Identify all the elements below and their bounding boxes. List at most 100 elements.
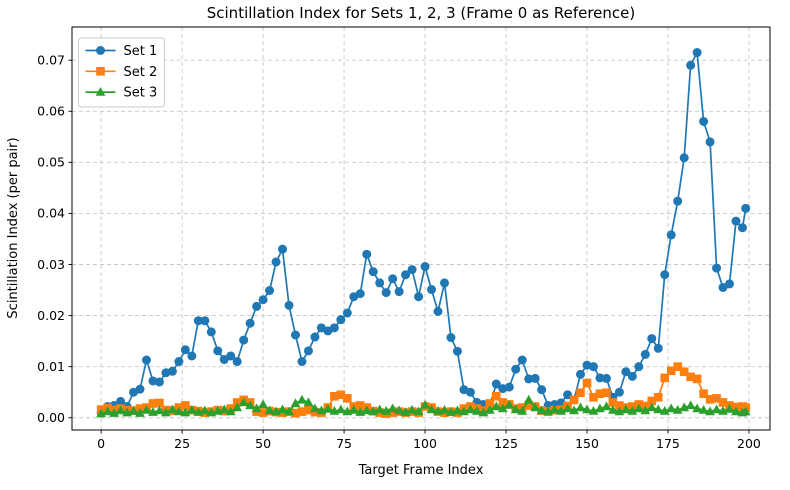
- data-point: [141, 355, 151, 365]
- data-point: [439, 404, 450, 414]
- data-point: [569, 405, 579, 415]
- data-point: [627, 406, 638, 415]
- data-point: [452, 346, 462, 356]
- data-point: [291, 408, 300, 418]
- data-point: [524, 374, 534, 384]
- data-point: [381, 406, 392, 415]
- data-point: [245, 318, 255, 328]
- data-point: [524, 401, 533, 410]
- data-point: [232, 357, 242, 367]
- data-point: [653, 343, 663, 353]
- data-point: [329, 323, 339, 333]
- x-axis-label: Target Frame Index: [358, 463, 484, 478]
- data-point: [304, 405, 313, 415]
- data-point: [336, 315, 346, 325]
- chart-title: Scintillation Index for Sets 1, 2, 3 (Fr…: [207, 4, 636, 22]
- data-point: [620, 404, 631, 414]
- data-point: [290, 398, 301, 408]
- data-point: [115, 405, 126, 415]
- grid: [72, 27, 770, 430]
- data-point: [186, 404, 197, 414]
- x-tick-label: 100: [413, 436, 437, 451]
- y-tick-label: 0.07: [37, 53, 65, 68]
- data-point: [614, 387, 624, 397]
- data-point: [640, 349, 650, 359]
- data-point: [510, 404, 521, 414]
- data-point: [666, 230, 676, 240]
- data-point: [401, 270, 411, 280]
- data-point: [135, 408, 145, 417]
- data-point: [394, 287, 404, 297]
- data-point: [601, 401, 612, 411]
- data-point: [95, 87, 106, 96]
- data-point: [452, 405, 463, 415]
- y-tick-label: 0.02: [37, 308, 65, 323]
- x-tick-label: 125: [494, 436, 518, 451]
- series-set-3: [96, 394, 751, 418]
- data-point: [595, 373, 605, 383]
- y-tick-label: 0.00: [37, 410, 65, 425]
- data-point: [627, 371, 637, 381]
- data-point: [200, 316, 210, 326]
- data-point: [271, 257, 281, 267]
- data-point: [439, 278, 449, 288]
- data-point: [549, 404, 560, 414]
- data-point: [602, 388, 611, 398]
- data-point: [342, 308, 352, 318]
- data-point: [96, 67, 105, 76]
- data-point: [135, 384, 145, 394]
- data-point: [712, 263, 722, 273]
- y-axis-label: Scintillation Index (per pair): [6, 137, 21, 318]
- data-point: [284, 406, 294, 416]
- data-point: [646, 402, 657, 412]
- data-point: [258, 399, 268, 409]
- data-point: [433, 307, 443, 317]
- data-point: [498, 398, 508, 407]
- data-point: [128, 406, 139, 415]
- x-tick-label: 0: [97, 436, 105, 451]
- data-point: [504, 399, 515, 409]
- data-point: [601, 373, 611, 383]
- data-point: [225, 406, 236, 416]
- data-point: [517, 355, 527, 365]
- data-point: [698, 404, 709, 414]
- data-point: [206, 327, 216, 337]
- data-point: [226, 351, 236, 361]
- data-point: [388, 408, 397, 417]
- data-point: [699, 116, 709, 126]
- data-point: [705, 137, 715, 147]
- data-point: [659, 406, 670, 415]
- data-point: [330, 391, 339, 401]
- data-point: [116, 396, 126, 406]
- data-point: [213, 346, 223, 356]
- data-point: [303, 346, 313, 356]
- data-point: [589, 393, 598, 402]
- data-point: [737, 223, 747, 233]
- data-point: [375, 278, 385, 288]
- data-point: [666, 366, 676, 376]
- data-point: [530, 402, 541, 412]
- data-point: [608, 398, 618, 407]
- data-point: [258, 408, 268, 417]
- data-point: [576, 388, 585, 398]
- series-line: [100, 51, 747, 414]
- data-point: [355, 401, 365, 410]
- y-tick-label: 0.01: [37, 359, 65, 374]
- data-point: [692, 48, 702, 58]
- data-point: [582, 378, 592, 388]
- data-point: [673, 196, 683, 206]
- data-point: [167, 366, 177, 376]
- data-point: [712, 394, 721, 403]
- y-tick-label: 0.03: [37, 257, 65, 272]
- data-point: [322, 403, 333, 413]
- data-point: [343, 394, 352, 403]
- data-point: [478, 407, 489, 417]
- data-point: [491, 401, 502, 411]
- data-point: [219, 404, 230, 414]
- data-point: [154, 377, 164, 387]
- y-tick-label: 0.06: [37, 104, 65, 119]
- data-point: [335, 404, 346, 414]
- data-point: [576, 369, 586, 379]
- data-point: [368, 267, 378, 277]
- data-point: [180, 345, 190, 355]
